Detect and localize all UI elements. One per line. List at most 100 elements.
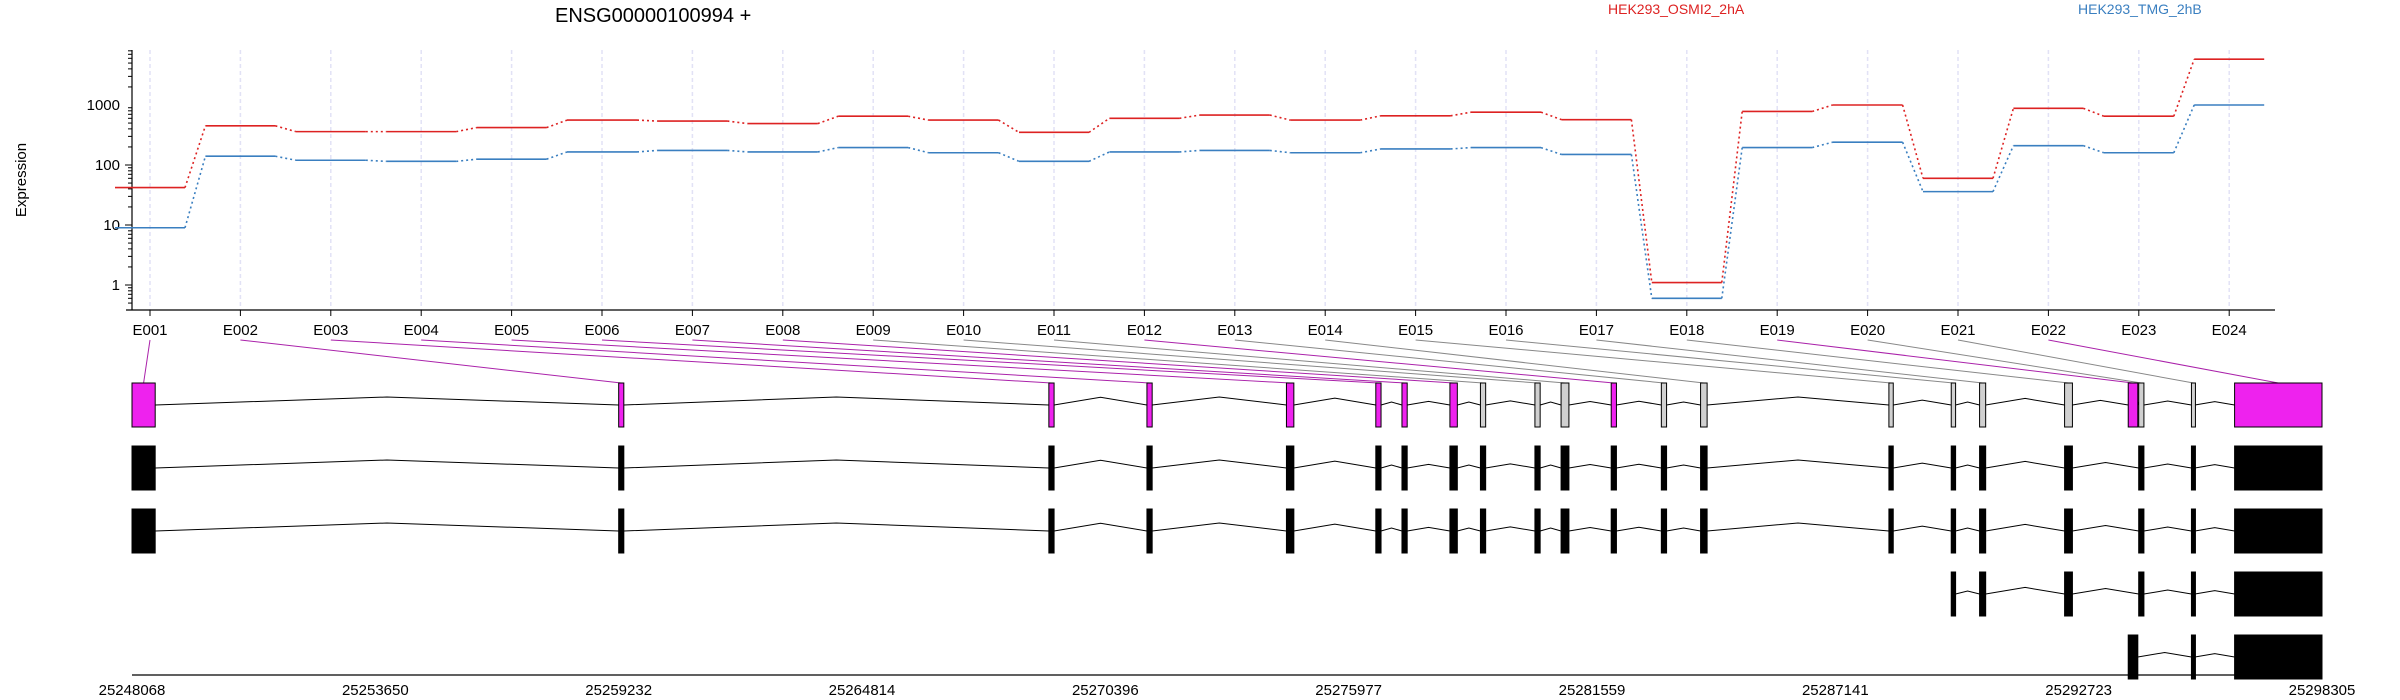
legend-series-1: HEK293_OSMI2_2hA <box>1608 1 1745 17</box>
exon-E001 <box>131 508 156 554</box>
x-tick-label: E015 <box>1398 322 1433 339</box>
exon-E008 <box>1449 508 1458 554</box>
exon-E001 <box>131 445 156 491</box>
intron <box>623 522 1049 532</box>
exon-E014 <box>1700 445 1708 491</box>
intron <box>1540 464 1562 469</box>
exon-link <box>1144 339 1614 384</box>
x-tick-label: E006 <box>584 322 619 339</box>
intron <box>155 396 619 406</box>
series-connector <box>1540 111 1562 121</box>
series-connector <box>1088 117 1110 134</box>
series-connector <box>998 152 1020 163</box>
series-connector <box>184 125 207 188</box>
series-connector <box>636 119 658 122</box>
intron <box>1485 526 1536 532</box>
exon-E018 <box>2064 508 2073 554</box>
series-lines <box>115 58 2265 300</box>
intron <box>1485 400 1536 406</box>
exon-E010 <box>1534 382 1541 428</box>
series-connector <box>1811 141 1833 149</box>
exon-E005 <box>1285 445 1295 491</box>
series-connector <box>1450 146 1472 150</box>
exon-link <box>1505 339 1954 384</box>
x-tick-label: E001 <box>132 322 167 339</box>
series-connector <box>1901 104 1924 179</box>
exon-E001 <box>131 382 156 428</box>
exon-link <box>1957 339 2194 384</box>
exon-E020 <box>2138 382 2145 428</box>
exon-E005 <box>1285 508 1295 554</box>
exon-E017 <box>1979 571 1987 617</box>
intron <box>2137 652 2192 658</box>
intron <box>2143 589 2192 595</box>
x-tick-label: E020 <box>1850 322 1885 339</box>
intron <box>1152 459 1287 469</box>
intron <box>1540 401 1562 406</box>
exon-E022 <box>2234 634 2323 680</box>
y-tick-label: 1000 <box>87 97 120 114</box>
exon-E014 <box>1700 508 1708 554</box>
exon-E018 <box>2064 445 2073 491</box>
intron <box>1707 522 1889 532</box>
exon-E009 <box>1479 382 1487 428</box>
transcript-tracks <box>131 445 2323 680</box>
transcript-track <box>131 508 2323 554</box>
intron <box>1568 463 1612 469</box>
intron <box>1152 522 1287 532</box>
genomic-tick-label: 25253650 <box>342 682 409 699</box>
intron <box>1407 463 1450 469</box>
exon-E015 <box>1888 382 1894 428</box>
exon-E019 <box>2127 634 2139 680</box>
exon-link <box>1325 339 1704 384</box>
exon-E010 <box>1534 508 1541 554</box>
x-tick-label: E019 <box>1760 322 1795 339</box>
transcript-track <box>1950 571 2323 617</box>
exon-E003 <box>1048 445 1055 491</box>
intron <box>2072 587 2139 595</box>
x-tick-label: E005 <box>494 322 529 339</box>
intron <box>1568 400 1612 406</box>
genomic-tick-label: 25298305 <box>2289 682 2356 699</box>
exon-E016 <box>1950 382 1957 428</box>
series-connector <box>546 119 568 129</box>
intron <box>1380 527 1403 532</box>
exon-link <box>1415 339 1892 384</box>
intron <box>1955 464 1980 469</box>
intron <box>1707 396 1889 406</box>
intron <box>1054 459 1148 469</box>
exon-E021 <box>2190 571 2196 617</box>
exon-E012 <box>1610 508 1617 554</box>
series-connector <box>1269 149 1291 154</box>
exon-E002 <box>618 508 625 554</box>
exon-E008 <box>1449 382 1458 428</box>
exon-E014 <box>1700 382 1708 428</box>
exon-link <box>240 339 622 384</box>
x-tick-label: E016 <box>1488 322 1523 339</box>
intron <box>1457 401 1481 406</box>
exon-link <box>421 339 1150 384</box>
intron <box>1540 527 1562 532</box>
series-connector <box>1630 154 1653 299</box>
chart-title: ENSG00000100994 + <box>555 5 751 27</box>
series-connector <box>1360 148 1381 154</box>
intron <box>1293 523 1376 532</box>
exon-E002 <box>618 382 625 428</box>
intron <box>1380 464 1403 469</box>
intron <box>2143 526 2192 532</box>
exon-E011 <box>1560 382 1570 428</box>
series-connector <box>456 126 477 133</box>
exon-E016 <box>1950 445 1957 491</box>
exon-link <box>782 339 1454 384</box>
exon-E015 <box>1888 508 1894 554</box>
series-connector <box>908 146 929 154</box>
exon-link <box>692 339 1405 384</box>
exon-E021 <box>2190 508 2196 554</box>
intron <box>155 522 619 532</box>
series-connector <box>1992 145 2015 192</box>
series-connector <box>1811 104 1833 113</box>
y-tick-label: 10 <box>103 217 120 234</box>
exon-E004 <box>1146 382 1153 428</box>
series-connector <box>275 125 297 133</box>
exon-links <box>143 339 2279 384</box>
